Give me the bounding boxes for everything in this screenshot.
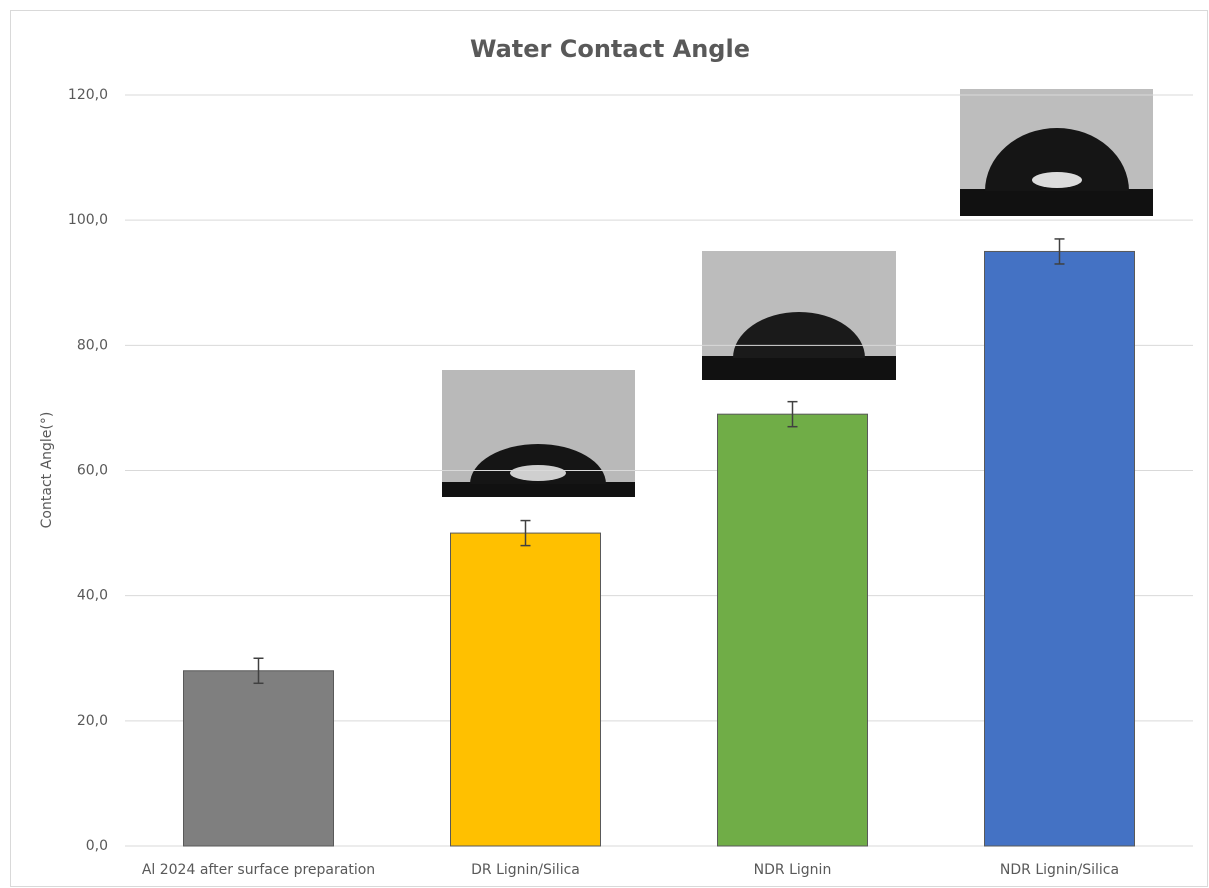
chart-title: Water Contact Angle bbox=[470, 35, 750, 63]
droplet-photo bbox=[442, 370, 635, 497]
bar bbox=[183, 670, 334, 847]
y-tick-label: 100,0 bbox=[68, 212, 108, 228]
y-tick-label: 60,0 bbox=[77, 463, 108, 479]
y-axis-label: Contact Angle(°) bbox=[39, 412, 55, 529]
x-tick-label: NDR Lignin bbox=[754, 862, 832, 878]
droplet-photo bbox=[702, 251, 896, 380]
y-tick-label: 20,0 bbox=[77, 713, 108, 729]
y-tick-label: 40,0 bbox=[77, 588, 108, 604]
y-tick-label: 120,0 bbox=[68, 87, 108, 103]
bar bbox=[984, 250, 1135, 847]
bar bbox=[450, 532, 601, 847]
y-tick-label: 80,0 bbox=[77, 337, 108, 353]
droplet-photo bbox=[960, 89, 1153, 216]
x-tick-label: DR Lignin/Silica bbox=[471, 862, 580, 878]
x-tick-label: NDR Lignin/Silica bbox=[1000, 862, 1119, 878]
x-tick-label: Al 2024 after surface preparation bbox=[142, 862, 375, 878]
y-tick-label: 0,0 bbox=[86, 838, 108, 854]
bar bbox=[717, 413, 868, 847]
